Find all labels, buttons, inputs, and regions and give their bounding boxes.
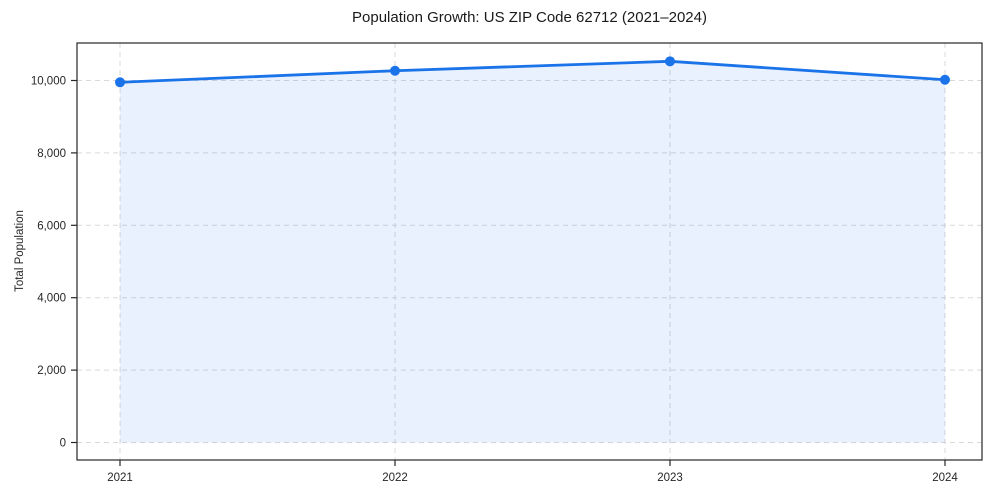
data-point-2024	[940, 74, 950, 85]
x-tick-label: 2021	[107, 472, 133, 484]
data-point-2021	[115, 77, 125, 88]
x-tick-label: 2024	[932, 472, 958, 484]
x-tick-label: 2022	[382, 472, 408, 484]
data-point-2022	[390, 65, 400, 76]
y-tick-label: 8,000	[37, 148, 66, 160]
data-point-2023	[665, 56, 675, 67]
y-tick-label: 4,000	[37, 293, 66, 305]
y-tick-label: 10,000	[31, 76, 66, 88]
y-tick-label: 6,000	[37, 220, 66, 232]
data-line	[118, 59, 947, 84]
y-tick-label: 2,000	[37, 365, 66, 377]
plot-border	[76, 42, 983, 461]
area-fill	[120, 61, 945, 443]
x-tick-label: 2023	[657, 472, 683, 484]
y-tick-label: 0	[60, 438, 66, 450]
chart-title: Population Growth: US ZIP Code 62712 (20…	[352, 9, 707, 26]
